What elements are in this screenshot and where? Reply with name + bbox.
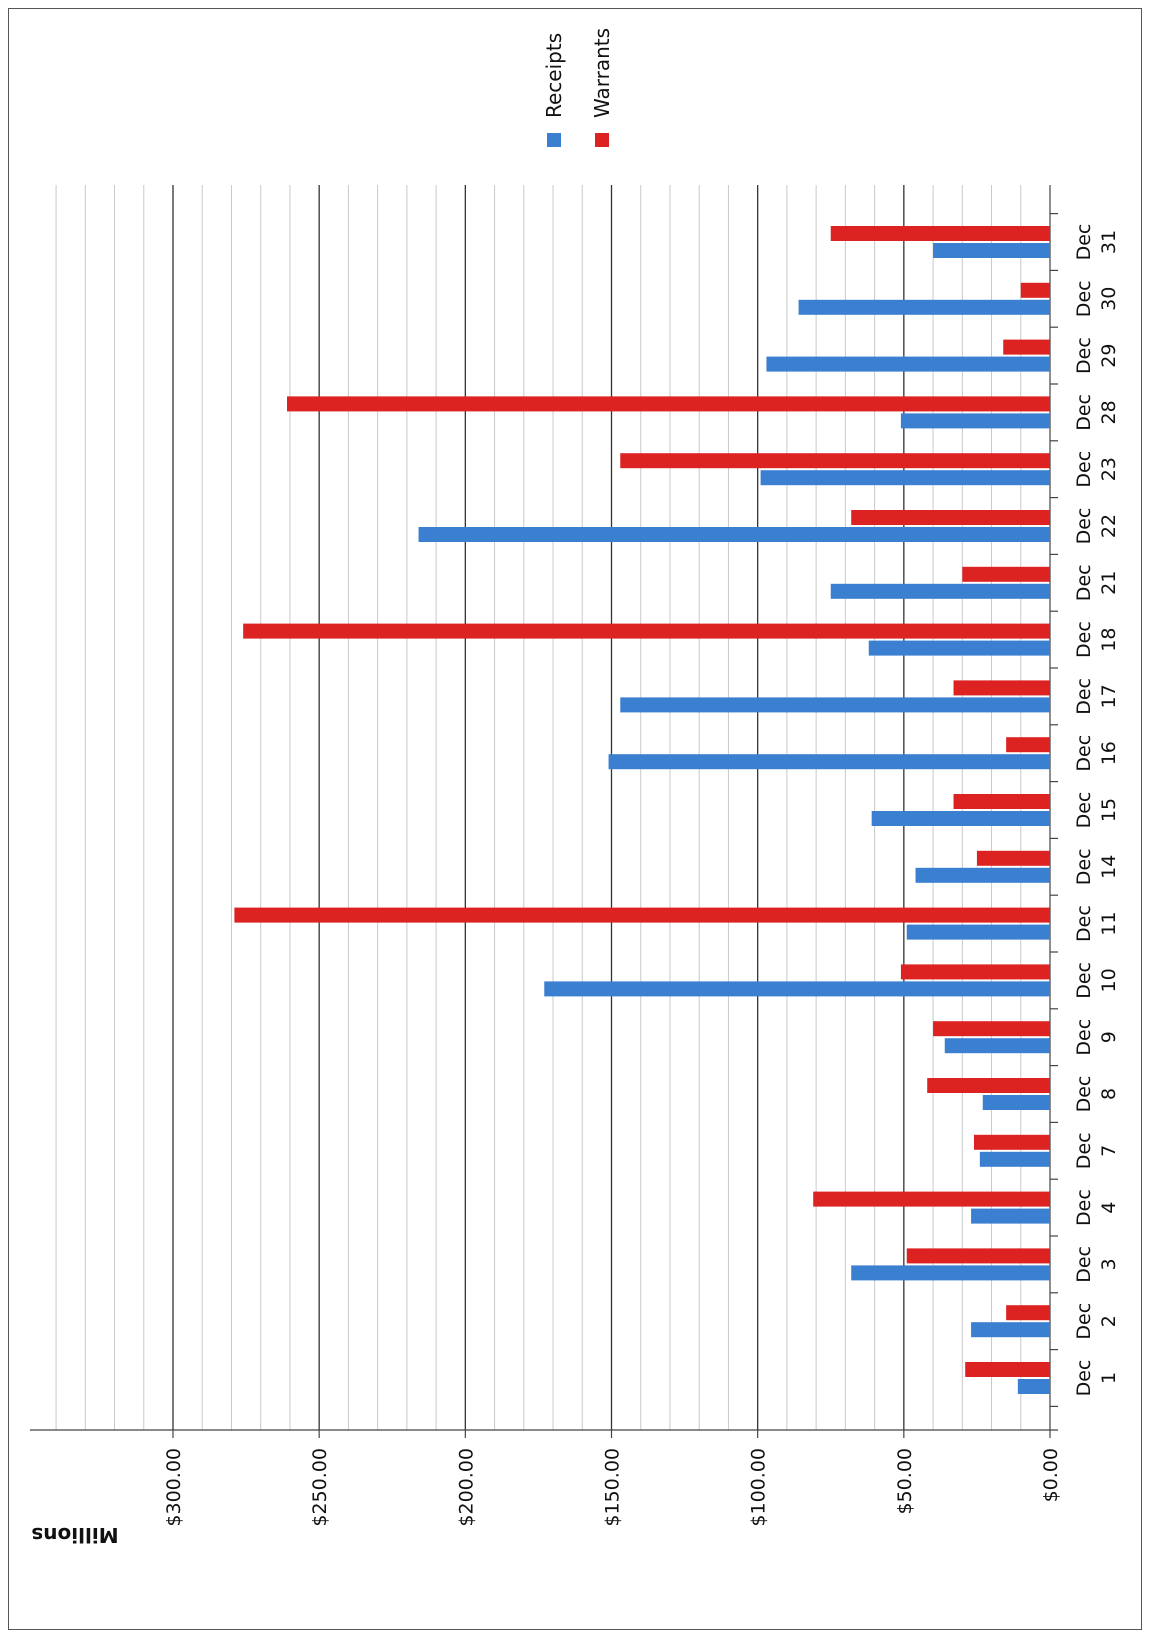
category-label-day: 16 [1098,741,1120,765]
warrants-bar [1006,737,1050,753]
receipts-bar [915,867,1050,883]
category-label-day: 29 [1098,344,1120,368]
legend-label: Receipts [542,33,566,118]
category-label-month: Dec [1073,337,1095,374]
receipts-bar [979,1151,1050,1167]
legend-label: Warrants [590,28,614,118]
category-label-day: 4 [1098,1202,1120,1214]
legend-swatch [595,133,609,147]
receipts-bar [544,981,1050,997]
warrants-bar [813,1191,1050,1207]
category-label-month: Dec [1073,394,1095,431]
warrants-bar [933,1021,1050,1037]
category-label-day: 28 [1098,400,1120,424]
warrants-bar [953,680,1050,696]
category-label-month: Dec [1073,1076,1095,1113]
receipts-bar [944,1038,1050,1054]
warrants-bar [1020,282,1050,298]
category-label-day: 14 [1098,855,1120,879]
warrants-bar [851,510,1050,525]
receipts-bar [871,811,1050,826]
category-label-day: 9 [1098,1031,1120,1043]
category-label-month: Dec [1073,1189,1095,1226]
warrants-bar [976,850,1050,866]
receipts-bar [868,640,1050,656]
warrants-bar [965,1362,1050,1377]
value-tick-label: $150.00 [602,1448,624,1527]
value-tick-label: $300.00 [163,1448,185,1527]
category-label-month: Dec [1073,280,1095,317]
unit-label: Millions [31,1523,118,1547]
category-label-day: 7 [1098,1145,1120,1157]
receipts-bar [906,924,1050,940]
value-tick-label: $200.00 [455,1448,477,1527]
page-frame [8,8,1142,1630]
warrants-bar [1003,339,1050,355]
category-label-day: 8 [1098,1088,1120,1100]
receipts-bar [1017,1379,1050,1394]
receipts-bar [982,1095,1050,1110]
receipts-bar [900,413,1050,429]
category-label-month: Dec [1073,1132,1095,1169]
category-label-month: Dec [1073,735,1095,772]
category-label-day: 3 [1098,1258,1120,1270]
value-tick-label: $0.00 [1040,1448,1062,1502]
category-label-day: 1 [1098,1372,1120,1384]
category-label-month: Dec [1073,1303,1095,1340]
legend-swatch [547,133,561,147]
receipts-bar [971,1208,1050,1224]
category-label-day: 2 [1098,1315,1120,1327]
category-label-month: Dec [1073,621,1095,658]
category-label-day: 10 [1098,968,1120,992]
receipts-bar [933,243,1050,258]
category-label-month: Dec [1073,678,1095,715]
category-label-month: Dec [1073,1019,1095,1056]
category-label-day: 17 [1098,684,1120,708]
value-tick-label: $100.00 [748,1448,770,1527]
receipts-bar [798,299,1050,315]
category-label-day: 11 [1098,912,1120,936]
category-label-month: Dec [1073,848,1095,885]
category-label-day: 31 [1098,230,1120,254]
warrants-bar [830,226,1050,241]
receipts-bar [830,583,1050,599]
category-label-month: Dec [1073,224,1095,261]
warrants-bar [962,566,1050,582]
category-label-day: 30 [1098,287,1120,311]
warrants-bar [234,907,1050,923]
warrants-bar [287,396,1050,412]
warrants-bar [973,1134,1050,1150]
warrants-bar [620,453,1050,469]
category-label-day: 22 [1098,514,1120,538]
category-label-month: Dec [1073,1246,1095,1283]
receipts-bar [760,470,1050,486]
receipts-bar [620,697,1050,713]
category-label-month: Dec [1073,508,1095,545]
category-label-month: Dec [1073,962,1095,999]
category-label-month: Dec [1073,564,1095,601]
warrants-bar [906,1248,1050,1264]
receipts-bar [608,754,1050,770]
receipts-bar [766,356,1050,372]
category-label-month: Dec [1073,905,1095,942]
category-label-day: 23 [1098,457,1120,481]
category-label-day: 15 [1098,798,1120,822]
value-tick-label: $250.00 [309,1448,331,1527]
category-label-month: Dec [1073,1360,1095,1397]
category-label-day: 18 [1098,628,1120,652]
category-label-month: Dec [1073,792,1095,829]
value-tick-label: $50.00 [894,1448,916,1514]
category-label-month: Dec [1073,451,1095,488]
receipts-bar [971,1322,1050,1338]
warrants-bar [900,964,1050,980]
receipts-bar [418,527,1050,542]
category-label-day: 21 [1098,571,1120,595]
warrants-bar [953,794,1050,809]
receipts-bar [851,1265,1050,1281]
warrants-bar [243,623,1050,639]
warrants-bar [927,1078,1050,1093]
warrants-bar [1006,1305,1050,1321]
